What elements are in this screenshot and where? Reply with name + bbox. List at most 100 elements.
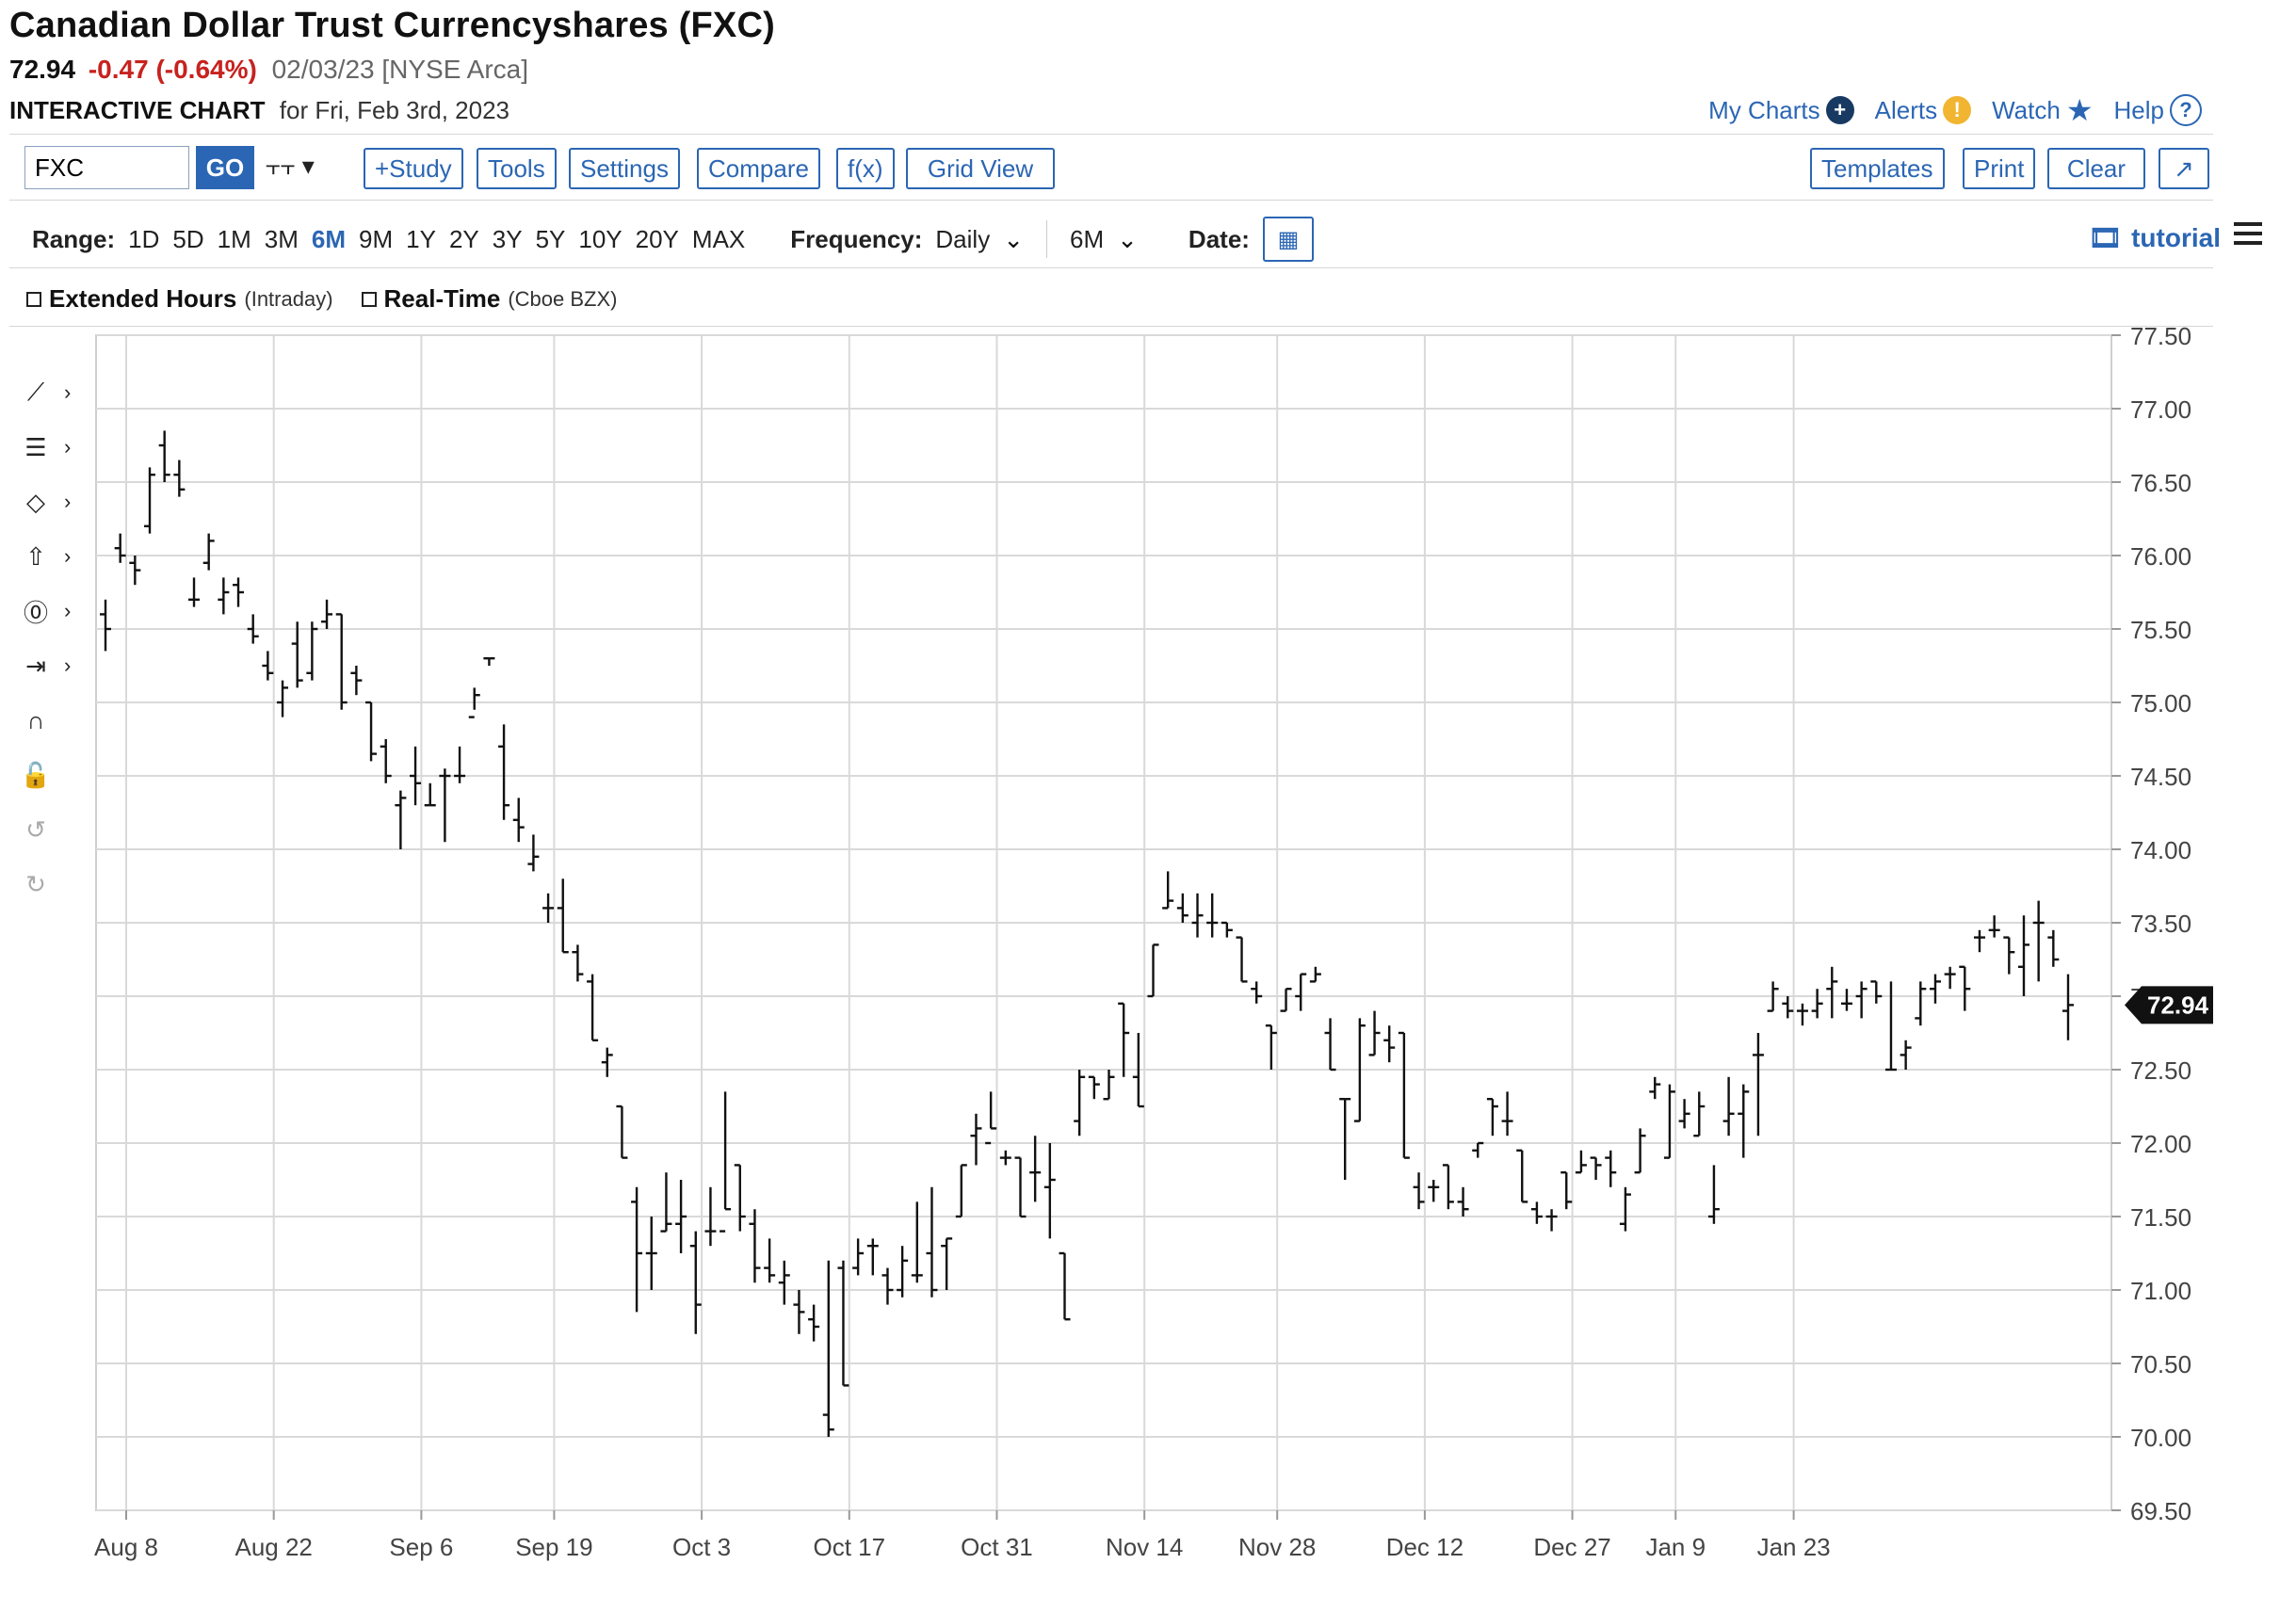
ohlc-bar bbox=[734, 1164, 746, 1232]
ohlc-bar bbox=[616, 1104, 628, 1159]
ohlc-bar bbox=[1545, 1209, 1558, 1232]
calendar-icon[interactable]: ▦ bbox=[1262, 217, 1314, 262]
range-3y[interactable]: 3Y bbox=[492, 224, 523, 253]
help-label: Help bbox=[2113, 95, 2164, 124]
study-button[interactable]: +Study bbox=[364, 148, 463, 189]
frequency-select[interactable]: Daily bbox=[935, 224, 991, 253]
ohlc-bar bbox=[720, 1091, 732, 1233]
chevron-right-icon: › bbox=[64, 599, 72, 622]
last-price-flag bbox=[2125, 986, 2213, 1024]
extended-hours-checkbox[interactable]: Extended Hours (Intraday) bbox=[26, 284, 333, 314]
magnet-tool[interactable]: ∩ bbox=[17, 693, 92, 748]
ohlc-bar bbox=[1074, 1070, 1086, 1136]
ohlc-bar bbox=[1884, 981, 1897, 1072]
shape-tool[interactable]: ◇ › bbox=[17, 475, 92, 529]
divider bbox=[9, 200, 2213, 201]
subtitle-bold: INTERACTIVE CHART bbox=[9, 96, 266, 124]
real-time-sub: (Cboe BZX) bbox=[508, 286, 618, 311]
last-price-label: 72.94 bbox=[2147, 991, 2209, 1019]
ohlc-bar bbox=[1442, 1164, 1454, 1210]
go-button[interactable]: GO bbox=[196, 146, 254, 189]
ohlc-bar bbox=[1782, 996, 1794, 1019]
range-max[interactable]: MAX bbox=[691, 224, 746, 253]
templates-button[interactable]: Templates bbox=[1810, 148, 1945, 189]
grid-view-button[interactable]: Grid View bbox=[906, 148, 1055, 189]
fx-button[interactable]: f(x) bbox=[836, 148, 895, 189]
tools-button[interactable]: Tools bbox=[477, 148, 557, 189]
range-5y[interactable]: 5Y bbox=[535, 224, 566, 253]
chevron-down-icon[interactable]: ⌄ bbox=[1117, 224, 1138, 253]
chevron-right-icon: › bbox=[64, 380, 72, 404]
y-tick-label: 76.00 bbox=[2130, 542, 2191, 571]
tutorial-link[interactable]: 🎞 tutorial bbox=[2089, 222, 2221, 253]
print-button[interactable]: Print bbox=[1963, 148, 2036, 189]
ohlc-bar bbox=[1959, 965, 1971, 1011]
range-10y[interactable]: 10Y bbox=[578, 224, 623, 253]
marker-icon: ⓪ bbox=[23, 598, 48, 627]
range-9m[interactable]: 9M bbox=[359, 224, 394, 253]
ohlc-bar bbox=[247, 614, 259, 644]
range-3m[interactable]: 3M bbox=[264, 224, 299, 253]
checkbox-box[interactable] bbox=[361, 291, 377, 307]
real-time-checkbox[interactable]: Real-Time (Cboe BZX) bbox=[361, 284, 618, 314]
range-1m[interactable]: 1M bbox=[217, 224, 251, 253]
ohlc-bar bbox=[999, 1150, 1011, 1166]
ohlc-bar bbox=[1413, 1172, 1425, 1210]
ohlc-bar bbox=[1265, 1024, 1277, 1070]
alerts-link[interactable]: Alerts ! bbox=[1874, 92, 1972, 128]
expand-icon[interactable]: ↗ bbox=[2159, 148, 2209, 189]
marker-tool[interactable]: ⓪ › bbox=[17, 584, 92, 638]
y-tick-label: 73.50 bbox=[2130, 910, 2191, 938]
ohlc-bar bbox=[1870, 980, 1883, 1004]
ohlc-bar bbox=[778, 1260, 790, 1305]
help-link[interactable]: Help ? bbox=[2114, 92, 2202, 128]
ohlc-bar bbox=[631, 1186, 643, 1313]
ohlc-bar bbox=[1029, 1136, 1042, 1202]
chevron-down-icon[interactable]: ⌄ bbox=[1003, 224, 1024, 253]
range-20y[interactable]: 20Y bbox=[635, 224, 679, 253]
period-select[interactable]: 6M bbox=[1070, 224, 1105, 253]
y-tick-label: 69.50 bbox=[2130, 1497, 2191, 1525]
checkbox-box[interactable] bbox=[26, 291, 41, 307]
fib-tool[interactable]: ☰ › bbox=[17, 420, 92, 475]
ohlc-bar bbox=[277, 680, 289, 717]
lock-tool[interactable]: 🔓 bbox=[17, 748, 92, 802]
y-tick-label: 70.50 bbox=[2130, 1350, 2191, 1378]
range-1y[interactable]: 1Y bbox=[406, 224, 436, 253]
watch-link[interactable]: Watch ★ bbox=[1992, 92, 2093, 128]
range-6m[interactable]: 6M bbox=[311, 224, 346, 253]
unlock-icon: 🔓 bbox=[20, 760, 52, 789]
range-1d[interactable]: 1D bbox=[128, 224, 160, 253]
ohlc-bar bbox=[1059, 1251, 1071, 1321]
ohlc-bar bbox=[144, 467, 156, 534]
ohlc-bar bbox=[1295, 973, 1307, 1011]
symbol-input[interactable] bbox=[24, 146, 189, 189]
ohlc-bar bbox=[660, 1172, 672, 1233]
line-tool[interactable]: ⟋ › bbox=[17, 365, 92, 420]
my-charts-link[interactable]: My Charts + bbox=[1708, 92, 1854, 128]
y-tick-label: 76.50 bbox=[2130, 469, 2191, 497]
redo-tool[interactable]: ↻ bbox=[17, 857, 92, 911]
arrow-tool[interactable]: ⇧ › bbox=[17, 529, 92, 584]
extended-hours-sub: (Intraday) bbox=[244, 286, 333, 311]
y-tick-label: 75.50 bbox=[2130, 616, 2191, 644]
x-tick-label: Aug 8 bbox=[94, 1533, 158, 1561]
compare-button[interactable]: Compare bbox=[697, 148, 820, 189]
settings-button[interactable]: Settings bbox=[569, 148, 680, 189]
clear-button[interactable]: Clear bbox=[2047, 148, 2145, 189]
ohlc-bar bbox=[1767, 981, 1779, 1012]
ohlc-bar bbox=[689, 1231, 702, 1334]
alerts-label: Alerts bbox=[1874, 95, 1938, 124]
ohlc-bar bbox=[1501, 1091, 1513, 1136]
x-tick-label: Dec 12 bbox=[1386, 1533, 1463, 1561]
hamburger-menu-icon[interactable] bbox=[2234, 222, 2262, 245]
ohlc-bar bbox=[1855, 981, 1868, 1019]
alert-icon: ! bbox=[1943, 96, 1972, 124]
range-2y[interactable]: 2Y bbox=[448, 224, 479, 253]
range-5d[interactable]: 5D bbox=[172, 224, 204, 253]
undo-tool[interactable]: ↺ bbox=[17, 802, 92, 857]
chart-type-selector[interactable]: ⫟⫟ ▾ bbox=[266, 152, 315, 180]
measure-tool[interactable]: ⇥ › bbox=[17, 638, 92, 693]
ohlc-bar bbox=[1088, 1075, 1100, 1100]
